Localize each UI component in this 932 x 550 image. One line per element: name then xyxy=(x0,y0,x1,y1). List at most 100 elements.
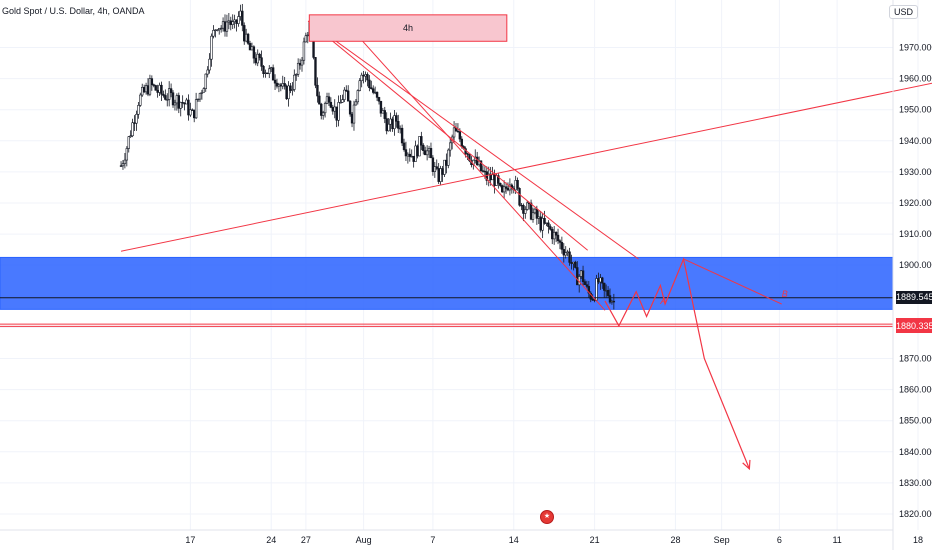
timeframe-box[interactable]: 4h xyxy=(308,14,508,42)
candle-body xyxy=(481,170,485,172)
candle-body xyxy=(321,112,325,116)
candle-body xyxy=(335,106,338,121)
candle-body xyxy=(597,278,600,283)
candle-body xyxy=(291,89,294,91)
candle-body xyxy=(304,35,308,43)
candle-body xyxy=(364,74,367,77)
candle-body xyxy=(279,84,283,87)
candle-body xyxy=(318,95,321,105)
candle-body xyxy=(296,62,300,75)
candle-body xyxy=(400,127,404,144)
candle-body xyxy=(260,57,263,67)
candle-body xyxy=(329,101,333,108)
candle-body xyxy=(343,89,346,100)
candle-body xyxy=(325,96,329,104)
candle-body xyxy=(256,53,259,64)
y-tick-label: 1830.000 xyxy=(899,478,932,488)
candle-body xyxy=(393,115,396,130)
candle-body xyxy=(497,175,500,184)
candle-body xyxy=(398,127,402,130)
candle-body xyxy=(506,188,510,191)
candle-body xyxy=(164,95,167,100)
time-axis[interactable]: 17 24 27 Aug 7 14 21 28 Sep 6 11 18 xyxy=(185,535,923,545)
support-zone[interactable] xyxy=(0,256,894,310)
candle-body xyxy=(412,155,415,162)
arrow-head xyxy=(742,459,751,471)
x-tick-label: 6 xyxy=(777,535,782,545)
candle-body xyxy=(397,121,400,129)
candle-body xyxy=(193,109,196,119)
candle-body xyxy=(350,113,354,124)
y-tick-label: 1850.000 xyxy=(899,416,932,426)
us-flag-event-icon[interactable]: ★ xyxy=(540,510,554,524)
candle-body xyxy=(531,212,535,220)
x-tick-label: 7 xyxy=(430,535,435,545)
candle-body xyxy=(131,122,134,137)
trendlines[interactable] xyxy=(120,20,932,311)
candle-body xyxy=(368,79,371,89)
candle-body xyxy=(591,298,594,301)
candle-body xyxy=(312,38,315,58)
candle-body xyxy=(422,144,425,151)
candle-body xyxy=(402,142,406,150)
candle-body xyxy=(529,202,533,220)
candle-body xyxy=(345,89,348,92)
projection-polyline xyxy=(604,256,750,470)
projection-path[interactable]: AB xyxy=(604,256,788,471)
candle-body xyxy=(539,216,542,231)
currency-button[interactable]: USD xyxy=(888,5,918,19)
candle-body xyxy=(148,78,152,95)
candle-body xyxy=(248,43,252,51)
y-tick-label: 1900.000 xyxy=(899,260,932,270)
candle-body xyxy=(177,95,180,109)
candle-body xyxy=(375,91,379,98)
candle-body xyxy=(258,53,261,59)
candle-body xyxy=(601,277,604,284)
candle-body xyxy=(231,21,234,25)
candle-body xyxy=(214,29,217,31)
candle-body xyxy=(610,300,614,303)
horizontal-levels[interactable] xyxy=(0,297,893,327)
y-tick-label: 1860.000 xyxy=(899,385,932,395)
candle-body xyxy=(244,33,248,42)
candle-body xyxy=(535,208,539,219)
candle-body xyxy=(429,148,433,159)
candle-body xyxy=(352,104,356,124)
candle-body xyxy=(262,66,265,74)
candle-body xyxy=(491,174,494,181)
candle-body xyxy=(331,107,334,112)
candle-body xyxy=(169,88,173,94)
candle-body xyxy=(493,174,496,186)
candle-body xyxy=(167,88,171,100)
candle-body xyxy=(327,96,331,103)
candle-body xyxy=(323,103,327,114)
candle-body xyxy=(302,41,306,61)
price-axis[interactable]: 1970.000 1960.000 1950.000 1940.000 1930.000… xyxy=(899,43,932,520)
candle-body xyxy=(570,262,573,264)
candle-body xyxy=(218,27,221,31)
candle-body xyxy=(373,91,377,94)
x-tick-label: 11 xyxy=(832,535,841,545)
candle-body xyxy=(502,186,506,193)
candle-body xyxy=(271,67,275,81)
x-tick-label: Aug xyxy=(356,535,372,545)
candle-body xyxy=(518,188,521,206)
candle-body xyxy=(583,281,587,285)
y-tick-label: 1910.000 xyxy=(899,229,932,239)
candle-body xyxy=(425,150,429,156)
candle-body xyxy=(587,286,591,294)
symbol-title[interactable]: Gold Spot / U.S. Dollar, 4h, OANDA xyxy=(2,6,145,16)
candle-body xyxy=(406,153,410,157)
candle-body xyxy=(162,93,165,96)
candle-body xyxy=(133,122,136,124)
candle-body xyxy=(175,95,179,104)
candle-body xyxy=(144,85,148,93)
candle-body xyxy=(526,202,529,210)
candle-body xyxy=(348,100,352,115)
candle-body xyxy=(333,106,336,112)
candle-body xyxy=(475,156,479,166)
candle-body xyxy=(187,99,190,116)
candle-body xyxy=(275,82,279,87)
candle-body xyxy=(154,85,157,91)
